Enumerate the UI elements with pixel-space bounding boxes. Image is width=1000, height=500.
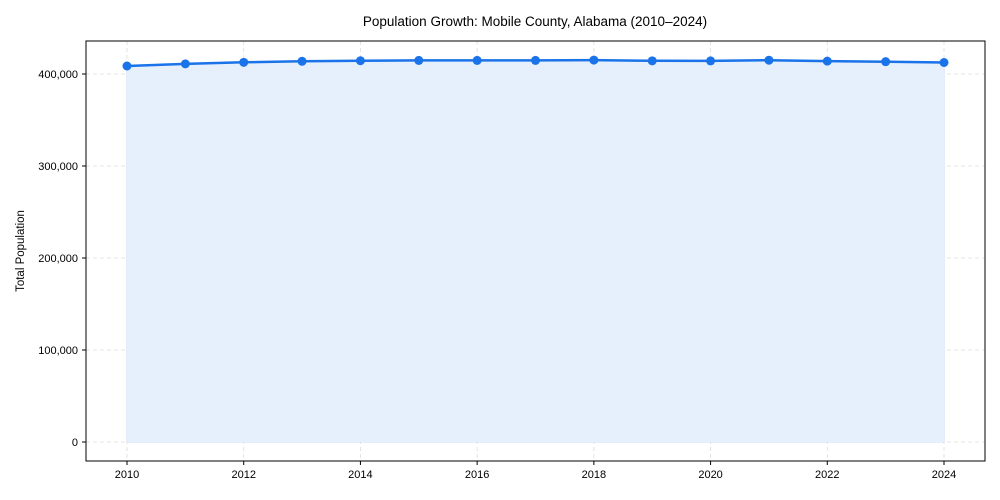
data-point xyxy=(764,55,774,65)
x-tick-label: 2012 xyxy=(231,469,255,481)
y-axis: 0 100,000 200,000 300,000 400,000 xyxy=(38,69,86,449)
data-point xyxy=(939,58,949,67)
x-tick-label: 2020 xyxy=(698,469,722,481)
y-tick-label: 400,000 xyxy=(38,69,78,81)
data-point xyxy=(180,59,190,69)
data-point xyxy=(589,55,599,65)
x-tick-label: 2016 xyxy=(465,469,489,481)
x-tick-label: 2014 xyxy=(348,469,372,481)
data-point xyxy=(239,57,249,67)
x-tick-label: 2022 xyxy=(815,469,839,481)
area-fill xyxy=(127,60,944,442)
plot-frame xyxy=(85,40,986,462)
data-point xyxy=(472,55,482,65)
data-point xyxy=(881,57,891,67)
y-tick-label: 300,000 xyxy=(38,161,78,173)
data-markers xyxy=(122,55,949,71)
x-tick-label: 2024 xyxy=(932,469,956,481)
data-point xyxy=(297,56,307,66)
y-tick-label: 100,000 xyxy=(38,345,78,357)
data-point xyxy=(706,56,716,66)
data-point xyxy=(647,56,657,66)
data-point xyxy=(414,55,424,65)
y-axis-label: Total Population xyxy=(15,210,27,292)
x-tick-label: 2010 xyxy=(115,469,139,481)
x-axis: 2010 2012 2014 2016 2018 2020 2022 2024 xyxy=(115,461,956,481)
data-point xyxy=(822,56,832,66)
data-point xyxy=(355,56,365,66)
data-point xyxy=(122,61,132,71)
chart-title: Population Growth: Mobile County, Alabam… xyxy=(363,14,707,29)
x-tick-label: 2018 xyxy=(582,469,606,481)
data-point xyxy=(531,55,540,65)
y-tick-label: 0 xyxy=(72,437,78,449)
y-tick-label: 200,000 xyxy=(38,253,78,265)
